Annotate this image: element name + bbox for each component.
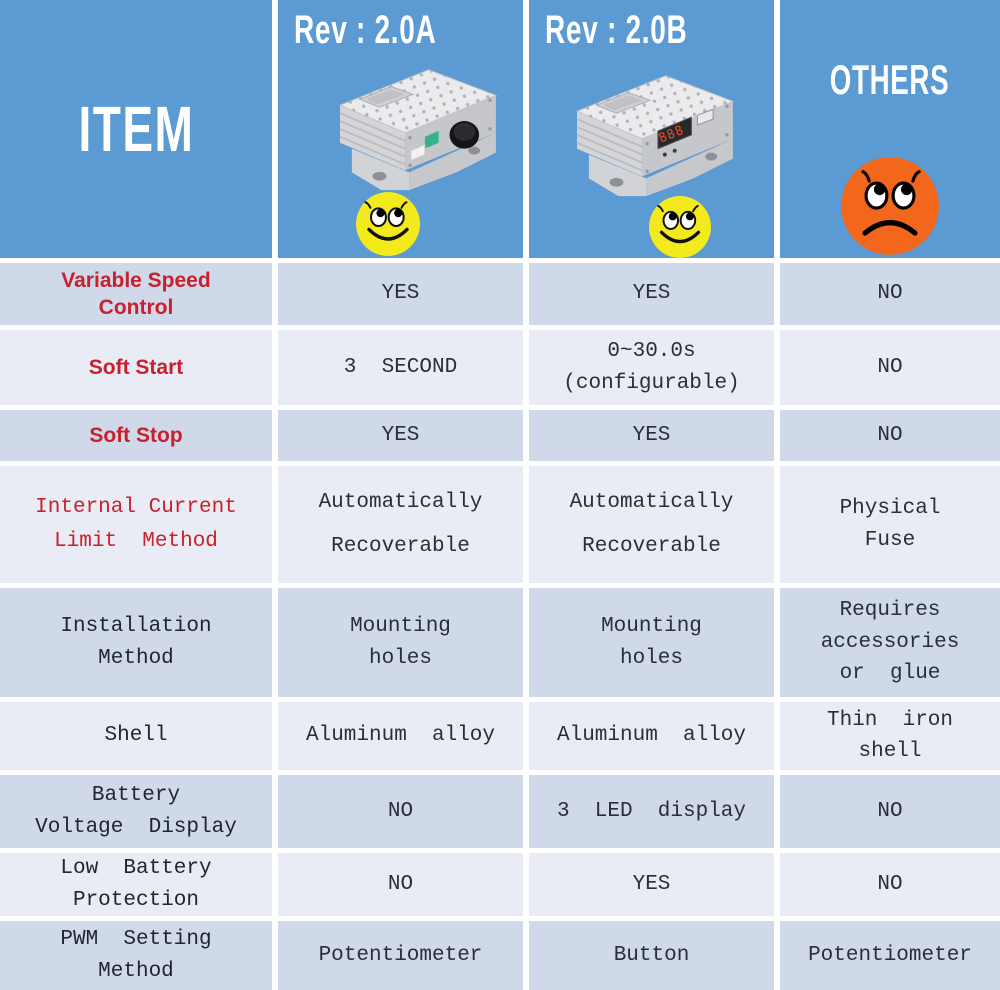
value-cell-r7-rev-b: 3 LED display	[529, 775, 774, 848]
rev-b-column-title: Rev : 2.0B	[545, 8, 688, 52]
label-cell-internal-current-limit: Internal Current Limit Method	[0, 466, 272, 583]
label-cell-pwm-setting-method: PWM Setting Method	[0, 921, 272, 990]
label-cell-battery-voltage-display: Battery Voltage Display	[0, 775, 272, 848]
value-cell-r3-rev-b: YES	[529, 410, 774, 461]
value-cell-r1-rev-b: YES	[529, 263, 774, 325]
value-cell-r2-rev-b: 0~30.0s (configurable)	[529, 330, 774, 405]
device-rev-a-photo	[338, 69, 498, 191]
label-cell-variable-speed-control: Variable Speed Control	[0, 263, 272, 325]
value-cell-r8-rev-b: YES	[529, 853, 774, 916]
rev-a-column-title: Rev : 2.0A	[294, 8, 437, 52]
smiley-happy-icon	[648, 195, 712, 258]
label-cell-soft-start: Soft Start	[0, 330, 272, 405]
value-cell-r6-rev-a: Aluminum alloy	[278, 702, 523, 770]
header-others-cell: OTHERS	[780, 0, 1000, 258]
value-cell-r1-rev-a: YES	[278, 263, 523, 325]
value-cell-r9-rev-b: Button	[529, 921, 774, 990]
value-cell-r5-others: Requires accessories or glue	[780, 588, 1000, 697]
value-cell-r5-rev-a: Mounting holes	[278, 588, 523, 697]
value-cell-r9-rev-a: Potentiometer	[278, 921, 523, 990]
item-column-title: ITEM	[78, 93, 194, 165]
value-cell-r6-others: Thin iron shell	[780, 702, 1000, 770]
value-cell-r2-others: NO	[780, 330, 1000, 405]
label-cell-soft-stop: Soft Stop	[0, 410, 272, 461]
value-cell-r9-others: Potentiometer	[780, 921, 1000, 990]
smiley-sad-icon	[841, 157, 939, 255]
header-rev-a-cell: Rev : 2.0A	[278, 0, 523, 258]
value-cell-r4-rev-b: Automatically Recoverable	[529, 466, 774, 583]
value-cell-r3-others: NO	[780, 410, 1000, 461]
value-cell-r7-others: NO	[780, 775, 1000, 848]
value-cell-r4-rev-a: Automatically Recoverable	[278, 466, 523, 583]
smiley-happy-icon	[356, 192, 420, 256]
label-cell-low-battery-protection: Low Battery Protection	[0, 853, 272, 916]
value-cell-r5-rev-b: Mounting holes	[529, 588, 774, 697]
value-cell-r3-rev-a: YES	[278, 410, 523, 461]
label-cell-shell: Shell	[0, 702, 272, 770]
device-rev-b-photo: 888	[575, 75, 735, 197]
others-column-title: OTHERS	[830, 56, 950, 103]
value-cell-r2-rev-a: 3 SECOND	[278, 330, 523, 405]
value-cell-r6-rev-b: Aluminum alloy	[529, 702, 774, 770]
value-cell-r8-others: NO	[780, 853, 1000, 916]
header-rev-b-cell: Rev : 2.0B 888	[529, 0, 774, 258]
value-cell-r1-others: NO	[780, 263, 1000, 325]
value-cell-r4-others: Physical Fuse	[780, 466, 1000, 583]
value-cell-r8-rev-a: NO	[278, 853, 523, 916]
label-cell-installation-method: Installation Method	[0, 588, 272, 697]
header-item-cell: ITEM	[0, 0, 272, 258]
value-cell-r7-rev-a: NO	[278, 775, 523, 848]
